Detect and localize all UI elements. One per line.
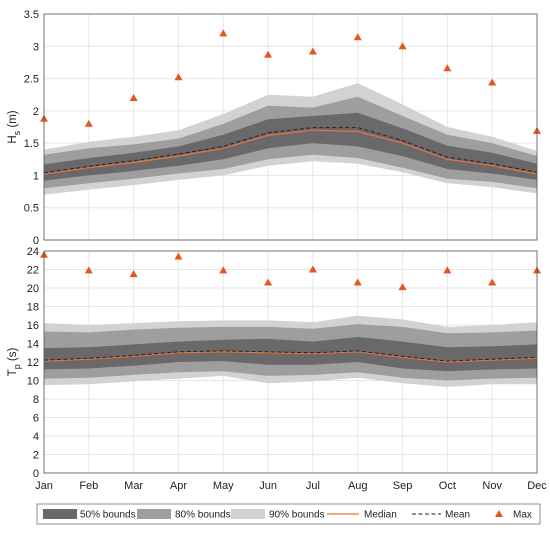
max-marker xyxy=(353,33,362,41)
legend-label-mean: Mean xyxy=(445,510,470,521)
x-tick-label: Jul xyxy=(306,480,320,492)
x-tick-label: Sep xyxy=(393,480,413,492)
y-tick-label: 10 xyxy=(27,376,39,388)
x-tick-label: Aug xyxy=(348,480,368,492)
y-tick-label: 3.5 xyxy=(24,9,39,21)
max-marker xyxy=(353,278,362,286)
y-tick-label: 18 xyxy=(27,302,39,314)
x-tick-label: Jun xyxy=(259,480,277,492)
x-tick-label: Apr xyxy=(170,480,187,492)
legend-swatch-max xyxy=(495,510,503,517)
y-tick-label: 2 xyxy=(33,450,39,462)
max-marker xyxy=(443,64,452,72)
y-tick-label: 16 xyxy=(27,320,39,332)
legend: 50% bounds 80% bounds 90% bounds Median Mean… xyxy=(36,503,541,525)
x-tick-label: Feb xyxy=(79,480,98,492)
y-tick-label: 0.5 xyxy=(24,203,39,215)
legend-label-max: Max xyxy=(513,510,532,521)
y-axis-label: Hs (m) xyxy=(7,110,22,143)
max-marker xyxy=(174,252,183,260)
y-tick-label: 8 xyxy=(33,394,39,406)
max-marker xyxy=(219,29,228,37)
max-marker xyxy=(488,278,497,286)
y-tick-label: 0 xyxy=(33,235,39,247)
max-marker xyxy=(84,119,93,127)
y-tick-label: 24 xyxy=(27,246,39,258)
x-tick-label: Mar xyxy=(124,480,143,492)
max-marker xyxy=(84,266,93,274)
x-tick-label: Dec xyxy=(527,480,547,492)
legend-label-b50: 50% bounds xyxy=(80,510,136,521)
max-marker xyxy=(264,278,273,286)
max-marker xyxy=(443,266,452,274)
max-marker xyxy=(174,73,183,81)
max-marker xyxy=(398,283,407,291)
y-tick-label: 6 xyxy=(33,413,39,425)
max-marker xyxy=(219,266,228,274)
median-line xyxy=(43,129,538,175)
legend-swatch-b50 xyxy=(43,509,77,519)
axes-frame xyxy=(43,13,538,241)
legend-swatch-b90 xyxy=(231,509,265,519)
legend-swatch-b80 xyxy=(137,509,171,519)
y-tick-label: 1.5 xyxy=(24,138,39,150)
mean-line xyxy=(43,350,538,362)
median-line xyxy=(43,351,538,363)
legend-label-b90: 90% bounds xyxy=(269,510,325,521)
axes-frame xyxy=(43,250,538,474)
y-tick-label: 2.5 xyxy=(24,74,39,86)
y-axis-label: Tp (s) xyxy=(7,348,22,377)
max-marker xyxy=(308,265,317,273)
y-tick-label: 1 xyxy=(33,170,39,182)
panel-1: 0 0.5 1 1.5 2 2.5 3 3.5 Hs (m) xyxy=(7,9,541,247)
y-tick-label: 4 xyxy=(33,431,39,443)
x-tick-label: May xyxy=(213,480,234,492)
y-tick-label: 0 xyxy=(33,468,39,480)
y-tick-label: 20 xyxy=(27,283,39,295)
y-tick-label: 22 xyxy=(27,265,39,277)
y-tick-label: 3 xyxy=(33,41,39,53)
x-tick-label: Oct xyxy=(439,480,456,492)
max-marker xyxy=(308,47,317,55)
band-b50 xyxy=(44,112,537,181)
y-tick-label: 14 xyxy=(27,339,39,351)
mean-line xyxy=(43,127,538,174)
legend-label-b80: 80% bounds xyxy=(175,510,231,521)
x-tick-label: Nov xyxy=(482,480,502,492)
x-tick-label: Jan xyxy=(35,480,53,492)
max-marker xyxy=(264,50,273,58)
y-tick-label: 12 xyxy=(27,357,39,369)
y-tick-label: 2 xyxy=(33,106,39,118)
max-marker xyxy=(398,42,407,50)
band-b50 xyxy=(44,337,537,372)
max-marker xyxy=(129,270,138,278)
legend-label-median: Median xyxy=(364,510,397,521)
max-marker xyxy=(129,93,138,101)
max-marker xyxy=(488,78,497,86)
